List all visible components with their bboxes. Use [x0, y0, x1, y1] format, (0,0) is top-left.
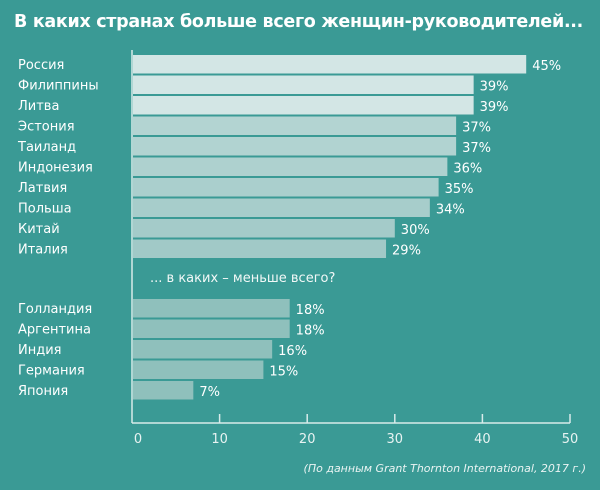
bar	[133, 340, 273, 359]
value-label: 30%	[401, 223, 430, 238]
value-label: 35%	[445, 182, 474, 197]
bar	[133, 319, 290, 338]
bar	[133, 178, 439, 197]
bar	[133, 219, 395, 238]
category-label: Эстония	[18, 120, 75, 135]
x-tick-label: 20	[299, 432, 316, 447]
category-label: Польша	[18, 202, 72, 217]
category-label: Италия	[18, 243, 68, 258]
x-tick-label: 0	[134, 432, 142, 447]
value-label: 7%	[199, 385, 220, 400]
category-label: Россия	[18, 58, 64, 73]
source-note: (По данным Grant Thornton International,…	[303, 462, 586, 475]
category-label: Аргентина	[18, 323, 91, 338]
category-label: Литва	[18, 99, 59, 114]
category-label: Индонезия	[18, 161, 93, 176]
value-label: 18%	[296, 303, 325, 318]
value-label: 34%	[436, 203, 465, 218]
category-label: Таиланд	[17, 140, 76, 155]
value-label: 36%	[453, 162, 482, 177]
value-label: 15%	[269, 365, 298, 380]
bar	[133, 137, 457, 156]
value-label: 18%	[296, 324, 325, 339]
category-label: Япония	[18, 384, 68, 399]
value-label: 16%	[278, 344, 307, 359]
category-label: Голландия	[18, 302, 92, 317]
x-tick-label: 30	[387, 432, 404, 447]
category-label: Филиппины	[18, 79, 99, 94]
bar	[133, 198, 430, 217]
value-label: 39%	[480, 80, 509, 95]
category-label: Китай	[18, 222, 60, 237]
bar	[133, 381, 194, 400]
bar	[133, 55, 527, 74]
value-label: 37%	[462, 141, 491, 156]
bar	[133, 239, 387, 258]
bar	[133, 299, 290, 318]
category-label: Латвия	[18, 181, 67, 196]
x-tick-label: 10	[211, 432, 228, 447]
value-label: 37%	[462, 121, 491, 136]
x-tick-label: 50	[562, 432, 579, 447]
value-label: 29%	[392, 244, 421, 259]
x-tick-label: 40	[474, 432, 491, 447]
chart-title: В каких странах больше всего женщин-руко…	[14, 12, 583, 32]
value-label: 39%	[480, 100, 509, 115]
bar	[133, 96, 474, 115]
value-label: 45%	[532, 59, 561, 74]
bar	[133, 360, 264, 379]
category-label: Индия	[18, 343, 61, 358]
bar	[133, 75, 474, 94]
category-label: Германия	[18, 364, 85, 379]
bar	[133, 116, 457, 135]
chart-subtitle: ... в каких – меньше всего?	[150, 271, 336, 286]
bar	[133, 157, 448, 176]
